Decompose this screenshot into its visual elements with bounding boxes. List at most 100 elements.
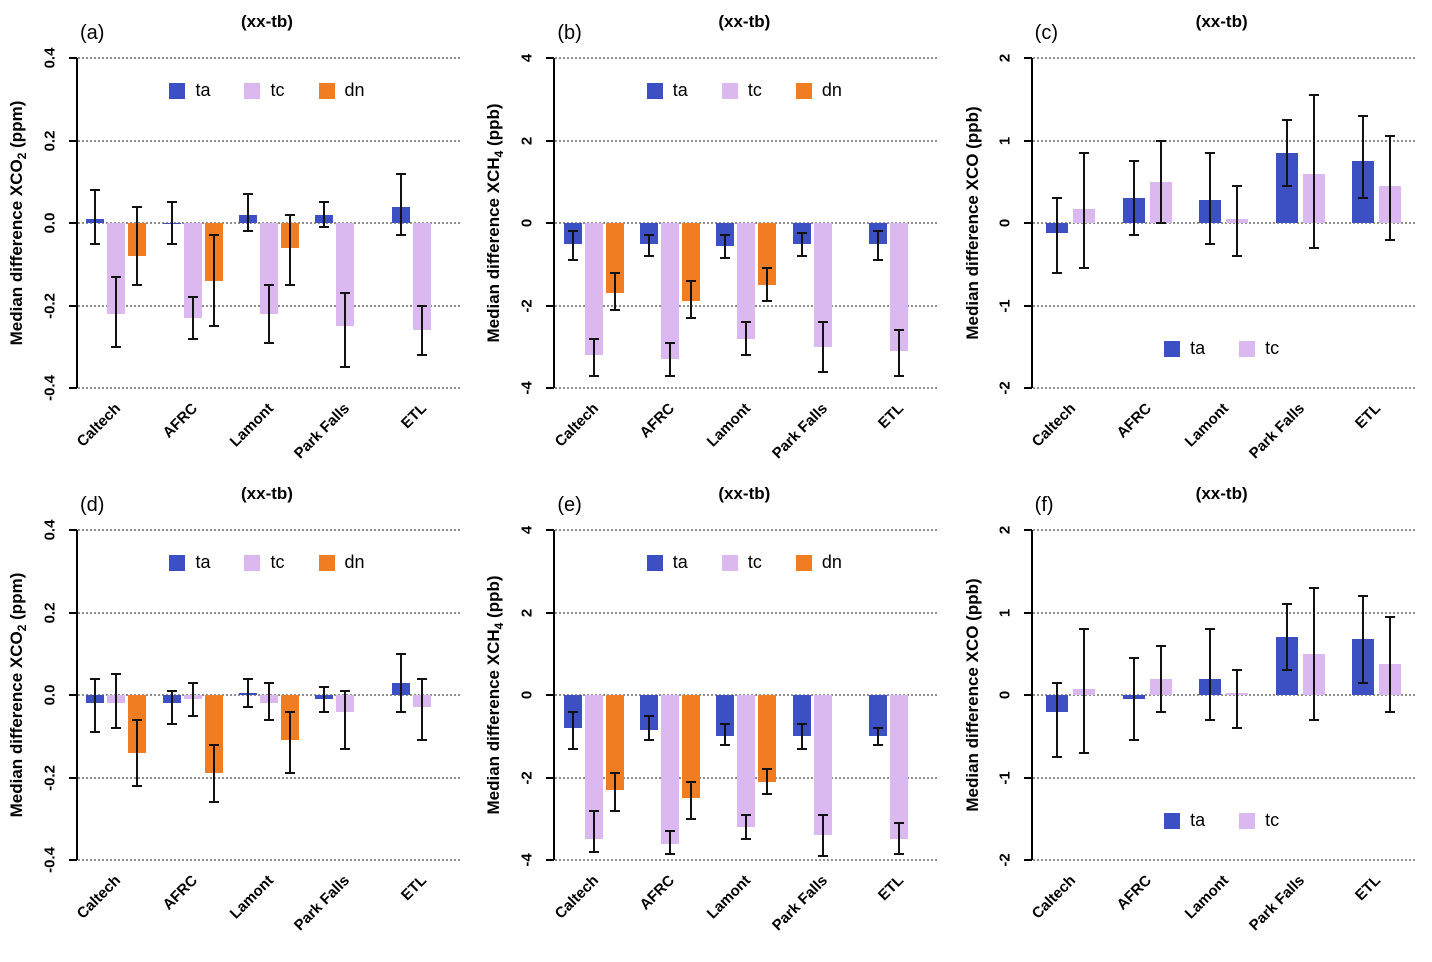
bar-tc-afrc	[183, 223, 202, 318]
legend-label-tc: tc	[747, 80, 762, 100]
error-bar-stem	[766, 769, 769, 794]
error-bar-stem	[323, 686, 326, 712]
error-bar-cap-bottom	[1308, 718, 1319, 721]
y-tick-label: 4	[518, 525, 536, 535]
legend-label-ta: ta	[672, 80, 688, 100]
y-axis-label-prefix: Median difference XCO	[962, 625, 982, 812]
panel-letter: (b)	[557, 22, 582, 44]
error-bar-cap-bottom	[796, 255, 807, 257]
error-bar-cap-top	[567, 230, 578, 233]
y-tick-mark	[69, 529, 77, 531]
legend-item-dn: dn	[795, 552, 842, 573]
error-bar-cap-top	[111, 275, 122, 278]
error-bar-cap-top	[1128, 160, 1139, 163]
error-bar-cap-top	[609, 271, 620, 274]
legend-label-ta: ta	[1190, 338, 1206, 358]
bar-dn-caltech	[605, 695, 624, 790]
error-bar-cap-top	[1384, 135, 1395, 138]
y-tick-mark	[546, 694, 555, 696]
panel-letter: (c)	[1034, 22, 1058, 44]
gridline	[555, 859, 938, 861]
legend-item-ta: ta	[1164, 338, 1205, 359]
bar-ta-etl	[869, 695, 888, 737]
bar-tc-afrc	[660, 223, 679, 360]
error-bar-stem	[800, 233, 803, 256]
legend-label-ta: ta	[195, 80, 211, 100]
legend-label-ta: ta	[672, 552, 688, 572]
error-bar-cap-bottom	[1308, 246, 1319, 249]
error-bar-cap-bottom	[1128, 234, 1139, 237]
gridline	[78, 387, 460, 389]
legend-swatch-dn	[318, 554, 335, 571]
legend-item-dn: dn	[318, 80, 365, 101]
y-tick-mark	[1023, 139, 1032, 142]
y-axis-label-suffix: (ppb)	[484, 103, 504, 151]
error-bar-cap-bottom	[285, 283, 295, 286]
error-bar-cap-top	[264, 681, 274, 684]
y-axis-label-prefix: Median difference XCO	[6, 159, 26, 346]
bar-tc-etl	[890, 695, 909, 840]
error-bar-cap-top	[567, 710, 578, 713]
error-bar-cap-bottom	[416, 739, 427, 742]
error-bar-cap-bottom	[741, 354, 752, 356]
y-axis-label-subscript: 4	[492, 150, 507, 158]
error-bar-stem	[170, 690, 173, 724]
legend-label-tc: tc	[747, 552, 762, 572]
y-tick-label: 2	[518, 608, 536, 617]
error-bar-stem	[613, 272, 616, 310]
error-bar-cap-bottom	[567, 747, 578, 750]
error-bar-cap-bottom	[187, 337, 198, 340]
y-tick-label: 0.4	[41, 47, 59, 69]
error-bar-cap-bottom	[166, 242, 177, 245]
error-bar-cap-top	[817, 321, 828, 323]
error-bar-stem	[1312, 95, 1315, 248]
panel-title: (xx-tb)	[1195, 484, 1248, 503]
y-tick-mark	[69, 859, 77, 861]
error-bar-stem	[821, 322, 824, 372]
error-bar-cap-bottom	[208, 325, 219, 328]
bar-tc-caltech	[107, 223, 126, 314]
y-tick-label: 0.0	[41, 212, 59, 234]
error-bar-cap-bottom	[395, 710, 406, 713]
error-bar-stem	[268, 284, 270, 343]
panel-d: (xx-tb) (d) Median difference XCO2 (ppm) -0…	[0, 472, 477, 944]
bar-ta-park-falls	[792, 695, 811, 737]
y-tick-label: 0	[518, 218, 536, 228]
plot-area	[1023, 57, 1415, 389]
legend-label-tc: tc	[1265, 338, 1280, 358]
error-bar-cap-top	[1232, 184, 1243, 187]
panel-letter: (a)	[80, 22, 105, 44]
error-bar-cap-top	[796, 722, 807, 725]
error-bar-stem	[1361, 596, 1364, 683]
error-bar-cap-top	[1052, 197, 1063, 200]
y-tick-label: 2	[996, 525, 1014, 535]
y-tick-label: -2	[996, 853, 1014, 867]
plot-area	[69, 529, 460, 861]
y-tick-mark	[1023, 222, 1032, 224]
error-bar-cap-bottom	[588, 850, 599, 853]
error-bar-cap-bottom	[1205, 242, 1216, 245]
error-bar-cap-top	[264, 283, 274, 286]
error-bar-cap-top	[1205, 151, 1216, 154]
error-bar-cap-top	[1155, 644, 1166, 647]
error-bar-stem	[1132, 161, 1135, 236]
y-tick-mark	[546, 776, 555, 779]
gridline	[1032, 859, 1415, 861]
y-tick-mark	[69, 222, 77, 224]
error-bar-cap-bottom	[264, 341, 274, 344]
error-bar-cap-top	[685, 780, 696, 783]
error-bar-cap-top	[1357, 114, 1368, 117]
error-bar-stem	[668, 342, 671, 376]
y-tick-mark	[546, 611, 555, 614]
error-bar-stem	[1312, 587, 1315, 720]
error-bar-cap-top	[395, 172, 406, 175]
legend-item-tc: tc	[1239, 810, 1279, 831]
gridline	[555, 57, 938, 59]
legend-label-tc: tc	[270, 80, 285, 100]
panel-title: (xx-tb)	[241, 484, 293, 503]
gridline	[78, 859, 460, 861]
error-bar-cap-bottom	[340, 747, 351, 750]
y-tick-label: 0.4	[41, 519, 59, 541]
bar-tc-park-falls	[813, 695, 832, 836]
error-bar-cap-top	[319, 685, 330, 688]
